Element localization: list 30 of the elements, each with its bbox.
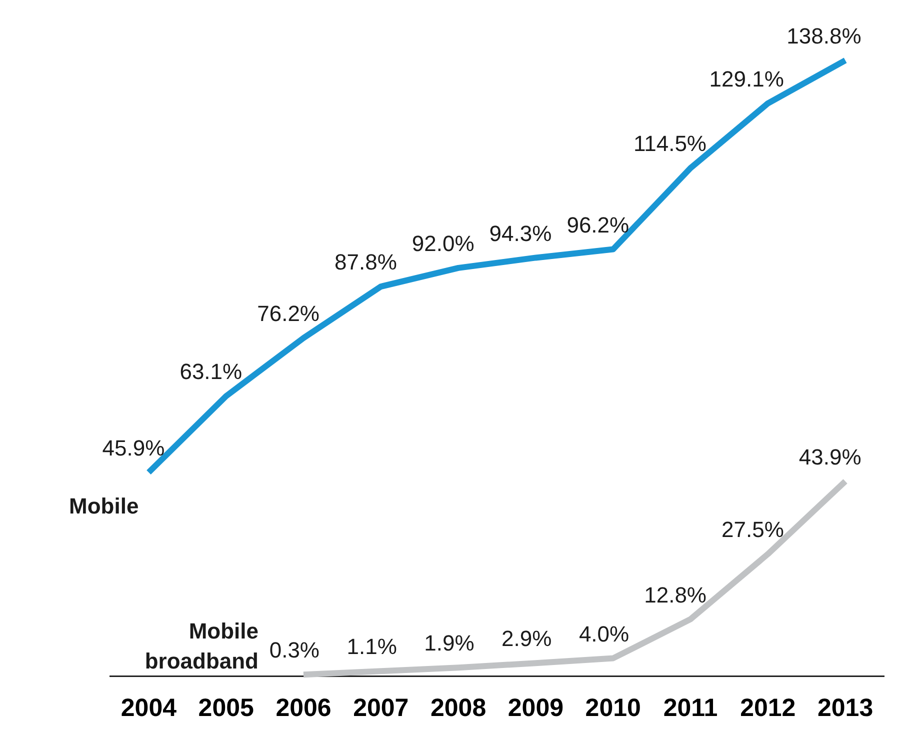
x-tick-label: 2013 [817,694,874,722]
data-label: 129.1% [709,66,784,92]
data-label: 63.1% [180,359,242,384]
data-label: 27.5% [722,517,784,542]
x-tick-label: 2008 [430,694,486,722]
x-tick-label: 2010 [585,694,641,722]
data-label: 1.1% [346,634,397,660]
data-label: 4.0% [578,621,630,646]
x-tick-label: 2011 [663,694,718,722]
data-label: 94.3% [489,220,552,246]
data-label: 45.9% [102,435,165,460]
data-label: 114.5% [634,131,706,156]
data-label: 43.9% [798,444,862,470]
x-tick-label: 2007 [353,694,409,722]
data-label: 1.9% [424,630,474,656]
data-label: 0.3% [269,638,320,663]
data-label: 138.8% [786,23,862,48]
x-tick-label: 2009 [508,694,564,722]
x-tick-label: 2005 [198,694,254,722]
data-label: 96.2% [566,212,630,238]
data-label: 87.8% [334,250,397,275]
data-label: 92.0% [412,230,474,256]
text: Mobile broadband [144,618,258,674]
data-label: 2.9% [502,626,552,652]
data-label: 76.2% [257,301,320,326]
data-label: 12.8% [644,582,706,608]
x-tick-label: 2004 [120,694,177,722]
x-tick-label: 2012 [740,694,796,722]
series-label: Mobile [69,493,139,518]
x-tick-label: 2006 [276,694,332,722]
